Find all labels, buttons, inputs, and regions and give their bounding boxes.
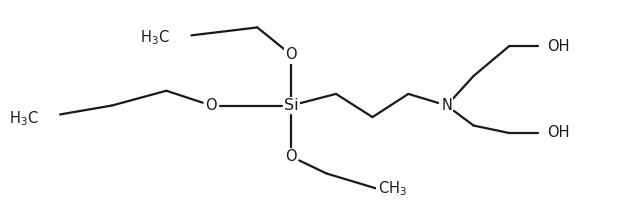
Text: OH: OH xyxy=(547,39,570,54)
Text: O: O xyxy=(285,47,297,62)
Text: O: O xyxy=(205,98,217,113)
Text: CH$_3$: CH$_3$ xyxy=(378,180,406,198)
Text: H$_3$C: H$_3$C xyxy=(140,29,170,47)
Text: OH: OH xyxy=(547,125,570,141)
Text: O: O xyxy=(285,149,297,164)
Text: H$_3$C: H$_3$C xyxy=(9,109,38,127)
Text: Si: Si xyxy=(284,98,298,113)
Text: N: N xyxy=(442,98,452,113)
